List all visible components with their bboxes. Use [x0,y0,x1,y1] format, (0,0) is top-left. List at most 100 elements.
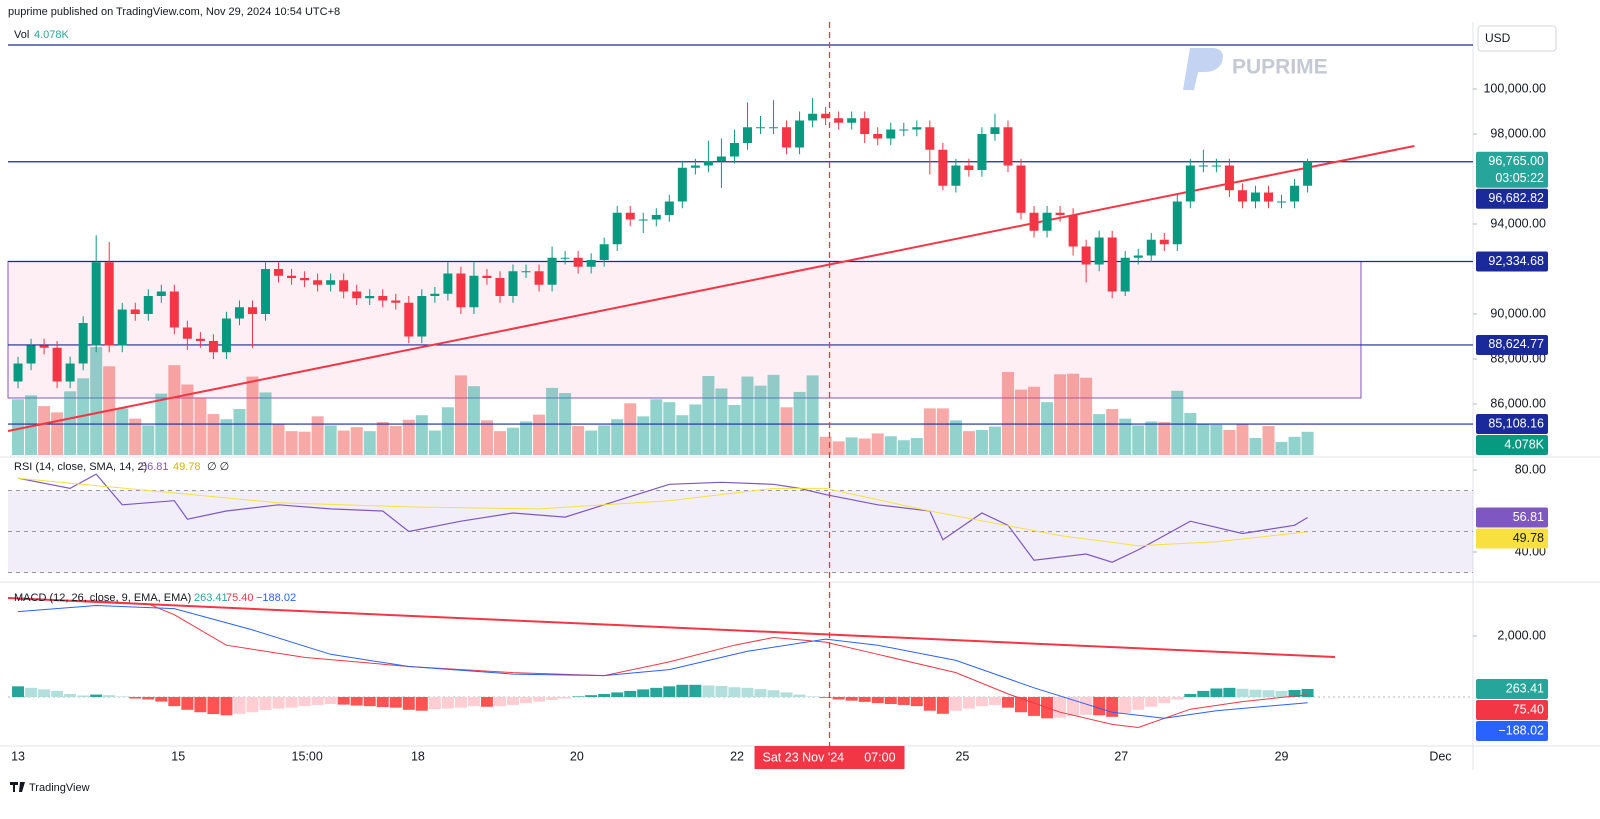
candle-body [417,295,427,337]
candle-body [1042,212,1052,231]
legend-value: 263.41 [194,592,228,604]
volume-bar [663,402,676,455]
histogram-bar [663,686,676,697]
legend-value: 56.81 [141,461,169,473]
volume-bar [598,425,611,455]
candle-body [1016,165,1026,213]
volume-bar [116,408,129,455]
x-tick-label: 20 [570,749,584,763]
candle-body [1133,255,1143,258]
footer: TradingView [29,782,90,794]
currency[interactable]: USD [1485,31,1511,45]
price-label-box [1476,507,1548,528]
candle-body [834,118,844,123]
volume-bar [962,431,975,455]
trendline [7,597,1335,659]
legend-value: 49.78 [173,461,201,473]
y-tick-label: 94,000.00 [1490,216,1546,230]
price-label-box [1476,188,1548,209]
histogram-bar [611,692,624,697]
histogram-bar [1028,696,1041,716]
macd-line [17,604,1308,719]
histogram-bar [624,690,637,697]
currency-box[interactable] [1477,25,1557,52]
volume-bar [533,414,546,455]
x-tick-label: 22 [730,749,744,763]
volume-bar [1184,412,1197,455]
candle-body [912,127,922,130]
histogram-bar [676,684,689,697]
candle-body [573,257,583,267]
volume-bar [285,431,298,455]
volume-bar [1236,424,1249,455]
volume-bar [1301,431,1314,455]
footer-logo [10,782,25,792]
legend-name: Vol [14,29,29,41]
crosshair-label-box [754,746,905,769]
volume-bar [702,375,715,455]
histogram-bar [415,696,428,711]
candle-body [782,127,792,148]
x-tick-label: 13 [11,749,25,763]
histogram-bar [103,695,116,697]
watermark: PUPRIME [1232,56,1328,79]
volume-bar [1262,426,1275,455]
histogram-bar [585,695,598,697]
candle-body [508,271,518,296]
histogram-bar [962,696,975,709]
histogram-bar [389,696,402,708]
x-tick-label: 15:00 [292,749,323,763]
candle-body [1290,185,1300,202]
candle-body [521,271,531,273]
volume-bar [363,431,376,455]
candle-body [625,212,635,220]
price-label: 75.40 [1513,702,1544,716]
price-label-box [1476,678,1548,699]
volume-bar [975,429,988,455]
histogram-bar [207,696,220,715]
volume-bar [233,408,246,455]
histogram-bar [467,696,480,707]
candle-body [651,214,661,220]
histogram-bar [1249,689,1262,697]
histogram-bar [728,687,741,697]
volume-bar [129,418,142,455]
volume-bar [520,421,533,455]
candle-body [1237,190,1247,202]
histogram-bar [858,696,871,702]
volume-bar [51,412,64,455]
histogram-bar [194,696,207,713]
price-label-box [1476,414,1548,435]
candle-body [52,347,62,382]
volume-bar [337,430,350,455]
histogram-bar [376,696,389,708]
histogram-bar [363,696,376,707]
candle-body [430,293,440,296]
volume-bar [493,431,506,455]
histogram-bar [259,696,272,711]
histogram-bar [116,696,129,697]
histogram-bar [428,696,441,710]
candle-body [742,127,752,143]
rsi-line [17,477,1308,547]
volume-bar [194,397,207,455]
histogram-bar [1197,690,1210,697]
histogram-bar [1262,690,1275,697]
rsi-band [8,490,1473,573]
publisher: puprime published on TradingView.com, No… [8,6,340,18]
candle-body [1198,165,1208,167]
volume-bar [767,374,780,455]
candle-body [1094,237,1104,265]
volume-bar [897,440,910,455]
volume-bar [38,406,51,455]
candle-body [547,257,557,285]
candle-body [1029,212,1039,231]
candle-body [143,295,153,314]
volume-bar [207,414,220,455]
volume-bar [298,431,311,455]
candle-body [65,363,75,382]
histogram-bar [77,695,90,697]
histogram-bar [884,696,897,705]
candle-body [925,127,935,150]
histogram-bar [533,696,546,702]
